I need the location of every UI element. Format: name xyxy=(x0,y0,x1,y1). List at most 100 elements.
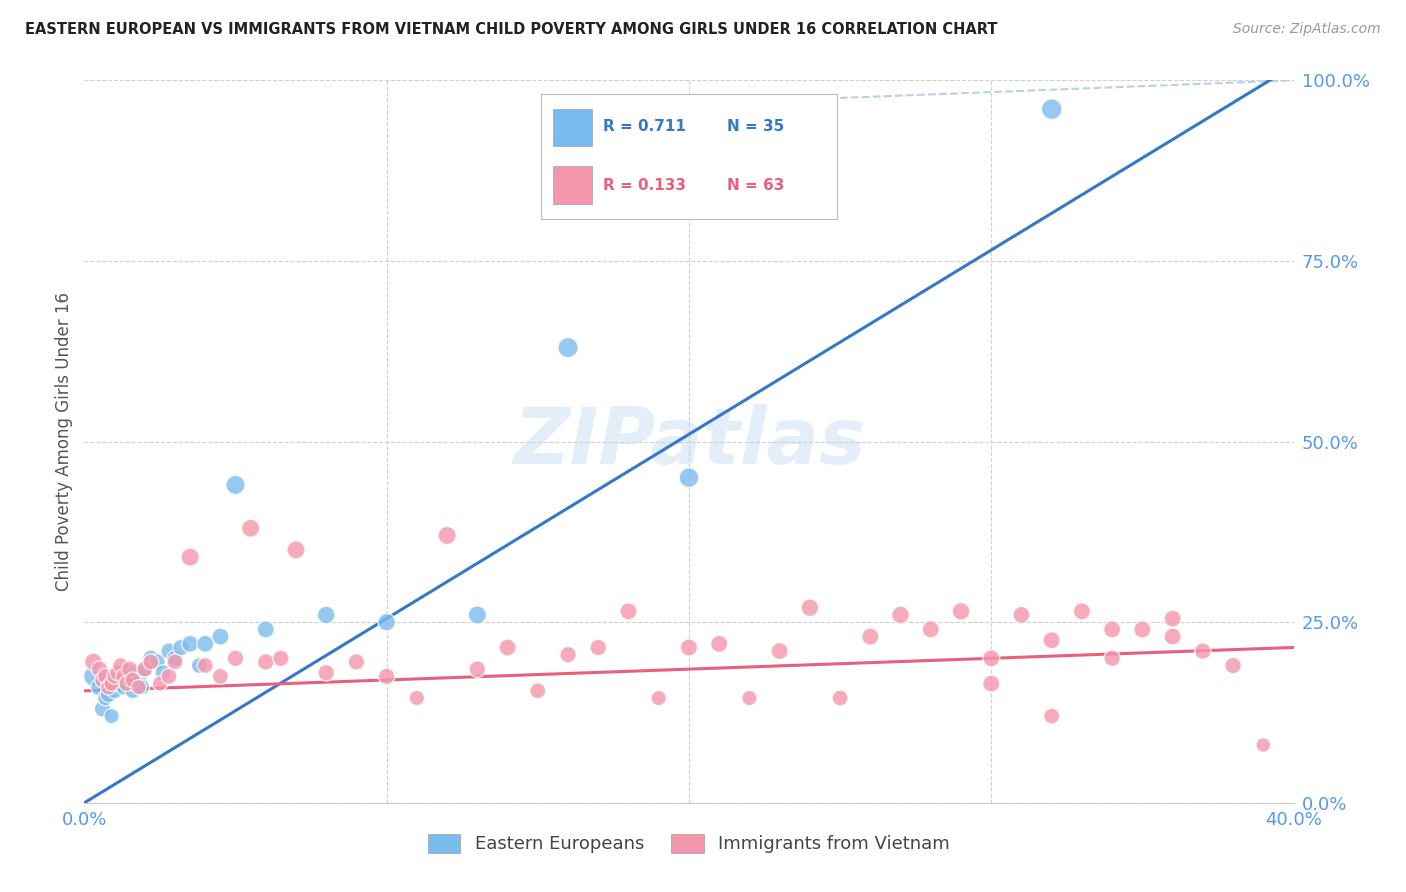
Point xyxy=(179,550,201,565)
Point xyxy=(104,683,127,698)
Point xyxy=(209,669,232,683)
Point xyxy=(467,662,489,676)
Point xyxy=(254,623,277,637)
Point xyxy=(315,607,337,622)
Point xyxy=(91,673,114,687)
Point xyxy=(496,640,519,655)
Point xyxy=(1101,651,1123,665)
Text: N = 63: N = 63 xyxy=(727,178,785,193)
Point xyxy=(270,651,292,665)
Point xyxy=(110,676,132,690)
Point xyxy=(1161,611,1184,625)
Point xyxy=(315,665,337,680)
Point xyxy=(830,691,852,706)
Point xyxy=(225,651,247,665)
Point xyxy=(131,680,153,694)
Point xyxy=(467,607,489,622)
Point xyxy=(1040,102,1063,116)
Point xyxy=(209,630,232,644)
Point xyxy=(1040,633,1063,648)
Point xyxy=(188,658,211,673)
Text: R = 0.133: R = 0.133 xyxy=(603,178,686,193)
Point xyxy=(678,640,700,655)
Point xyxy=(139,651,162,665)
Point xyxy=(104,669,127,683)
Point xyxy=(527,683,550,698)
Point xyxy=(82,669,104,683)
Point xyxy=(950,604,973,618)
Text: Source: ZipAtlas.com: Source: ZipAtlas.com xyxy=(1233,22,1381,37)
Point xyxy=(648,691,671,706)
Point xyxy=(94,691,117,706)
Point xyxy=(346,655,368,669)
Point xyxy=(239,521,262,535)
Point xyxy=(980,676,1002,690)
Point xyxy=(82,655,104,669)
Point xyxy=(285,542,308,557)
Point xyxy=(149,676,172,690)
Point xyxy=(118,665,141,680)
Point xyxy=(115,669,138,683)
Point xyxy=(557,341,579,355)
Point xyxy=(165,655,187,669)
Point xyxy=(1222,658,1244,673)
Point xyxy=(115,676,138,690)
Point xyxy=(678,470,700,484)
Point xyxy=(110,658,132,673)
Point xyxy=(112,680,135,694)
Point xyxy=(121,673,143,687)
Point xyxy=(146,655,169,669)
Point xyxy=(194,637,217,651)
Point xyxy=(170,640,193,655)
Point xyxy=(128,669,150,683)
Point xyxy=(225,478,247,492)
Point xyxy=(165,651,187,665)
Point xyxy=(91,702,114,716)
Point xyxy=(406,691,429,706)
Point xyxy=(89,662,111,676)
Point xyxy=(134,662,156,676)
Point xyxy=(107,665,129,680)
Point xyxy=(125,676,148,690)
Point xyxy=(118,662,141,676)
Point xyxy=(100,709,122,723)
Text: R = 0.711: R = 0.711 xyxy=(603,120,686,135)
Point xyxy=(157,644,180,658)
Point xyxy=(769,644,792,658)
Point xyxy=(1192,644,1215,658)
Point xyxy=(100,676,122,690)
Text: ZIPatlas: ZIPatlas xyxy=(513,403,865,480)
Point xyxy=(890,607,912,622)
Point xyxy=(1071,604,1094,618)
Point xyxy=(738,691,761,706)
Point xyxy=(1040,709,1063,723)
Point xyxy=(859,630,882,644)
Bar xyxy=(553,109,592,146)
Point xyxy=(139,655,162,669)
Point xyxy=(436,528,458,542)
Point xyxy=(799,600,821,615)
Point xyxy=(97,687,120,701)
Point xyxy=(617,604,640,618)
Point xyxy=(157,669,180,683)
Point xyxy=(89,680,111,694)
Legend: Eastern Europeans, Immigrants from Vietnam: Eastern Europeans, Immigrants from Vietn… xyxy=(419,825,959,863)
Point xyxy=(557,648,579,662)
Y-axis label: Child Poverty Among Girls Under 16: Child Poverty Among Girls Under 16 xyxy=(55,292,73,591)
Point xyxy=(709,637,731,651)
Point xyxy=(94,669,117,683)
Text: N = 35: N = 35 xyxy=(727,120,785,135)
Point xyxy=(134,662,156,676)
Point xyxy=(588,640,610,655)
Point xyxy=(128,680,150,694)
Point xyxy=(152,665,174,680)
Point xyxy=(1161,630,1184,644)
Point xyxy=(980,651,1002,665)
Point xyxy=(1101,623,1123,637)
Text: EASTERN EUROPEAN VS IMMIGRANTS FROM VIETNAM CHILD POVERTY AMONG GIRLS UNDER 16 C: EASTERN EUROPEAN VS IMMIGRANTS FROM VIET… xyxy=(25,22,998,37)
Point xyxy=(121,683,143,698)
Point xyxy=(920,623,942,637)
Point xyxy=(107,673,129,687)
Bar xyxy=(553,166,592,203)
Point xyxy=(375,615,398,630)
